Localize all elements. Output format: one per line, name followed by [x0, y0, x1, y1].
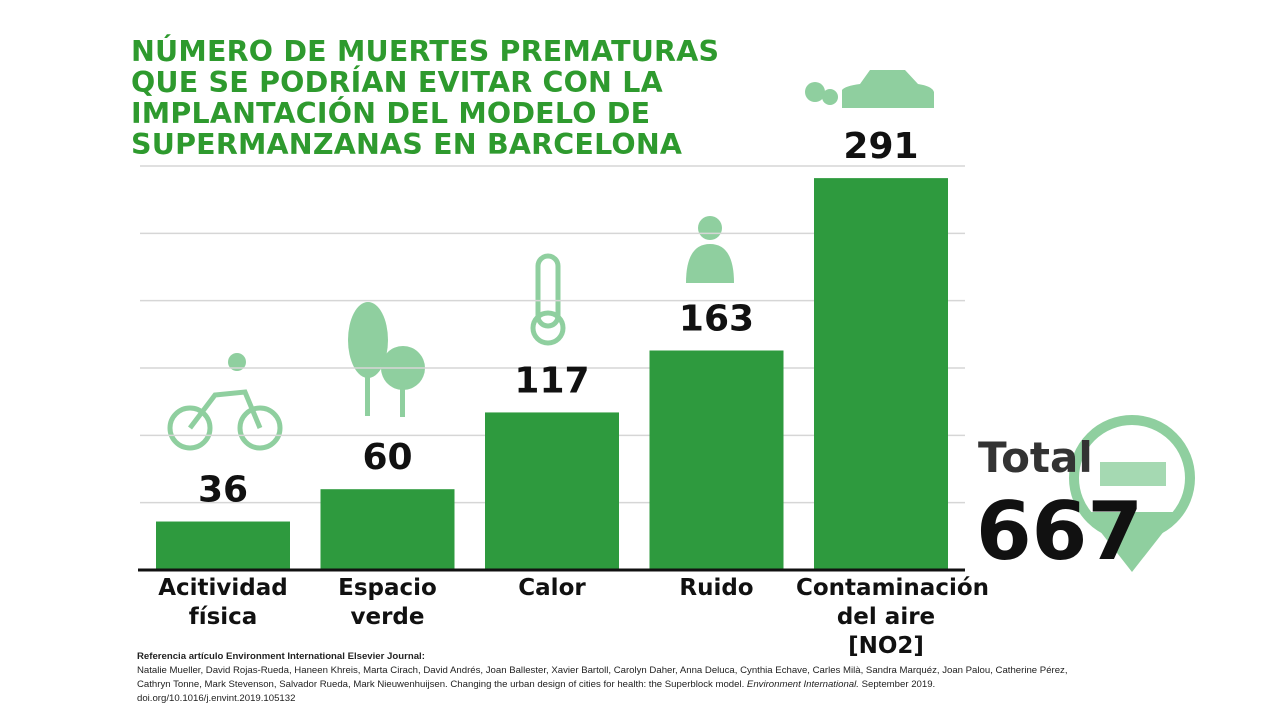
total-value: 667 [976, 485, 1143, 578]
x-tick-label: Contaminación del aire [NO2] [796, 575, 990, 659]
x-tick-label: Espacio verde [338, 575, 437, 630]
x-tick-label: Ruido [679, 575, 754, 601]
value-label: 60 [362, 437, 412, 478]
bar [814, 178, 948, 570]
icons [167, 70, 1195, 572]
value-label: 163 [679, 298, 754, 339]
x-tick-label: Acitividad física [158, 575, 288, 630]
total-label: Total [978, 433, 1093, 482]
source-heading: Referencia artículo Environment Internat… [137, 651, 425, 662]
x-tick-label: Calor [518, 575, 586, 601]
source-text: Natalie Mueller, David Rojas-Rueda, Hane… [137, 665, 1068, 690]
bar [156, 521, 290, 570]
bars: 36 60 117 163 291 [156, 126, 948, 570]
source-tail: September 2019. doi.org/10.1016/j.envint… [137, 679, 936, 704]
bar [649, 350, 784, 570]
bar [320, 489, 455, 570]
source-journal: Environment International. [746, 679, 859, 690]
value-label: 291 [843, 126, 918, 167]
chart-title: NÚMERO DE MUERTES PREMATURAS QUE SE PODR… [131, 35, 720, 161]
source: Referencia artículo Environment Internat… [137, 650, 1077, 706]
value-label: 36 [198, 470, 248, 511]
value-label: 117 [514, 360, 589, 401]
bar [485, 412, 619, 570]
